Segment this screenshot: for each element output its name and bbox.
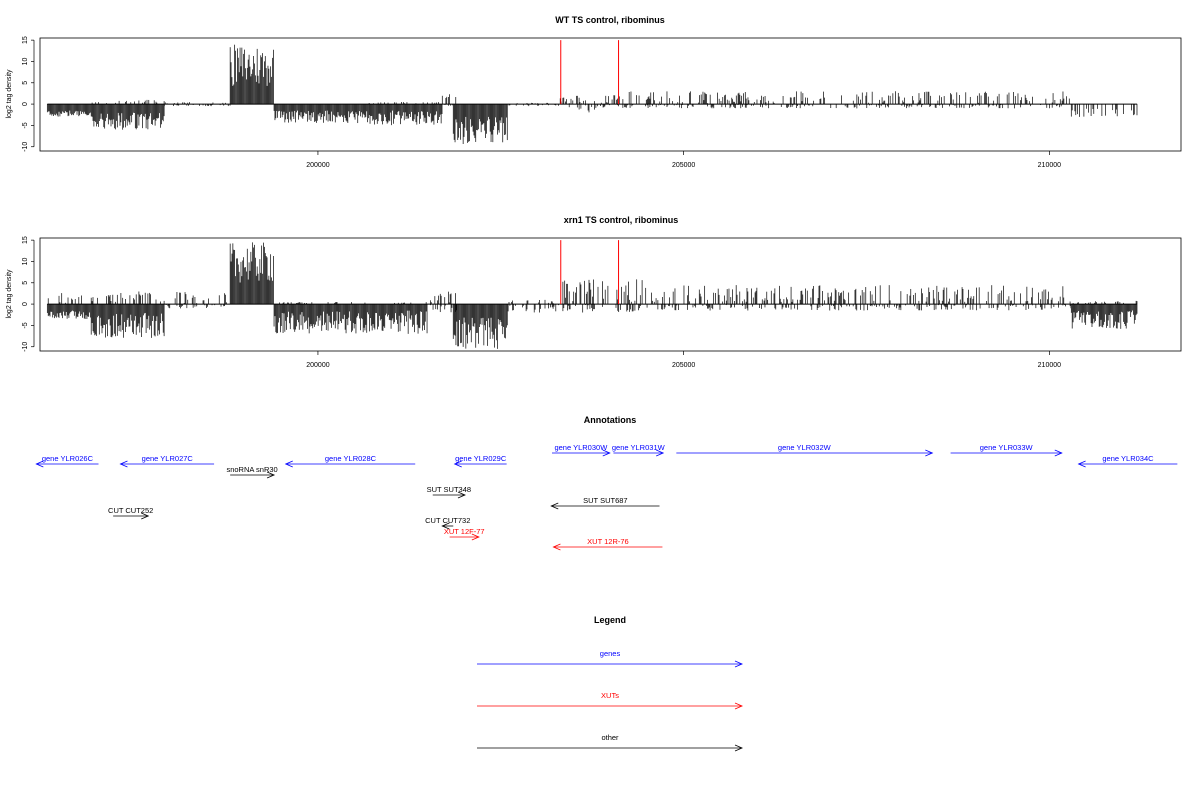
annotation-feature: gene YLR031W	[612, 443, 666, 457]
y-tick-label: 5	[22, 81, 29, 85]
feature-arrow-arrowhead	[552, 543, 561, 551]
annotation-feature: SUT SUT687	[550, 496, 660, 510]
annotation-feature: gene YLR030W	[551, 443, 611, 457]
feature-arrow-arrowhead	[441, 522, 450, 530]
annotation-feature: gene YLR034C	[1077, 454, 1178, 468]
legend-title: Legend	[594, 615, 626, 625]
wt-track-axes: 15 10 5 0 -5 -10 200000 205000 210000	[22, 36, 1061, 169]
legend-arrow-arrowhead	[734, 660, 744, 668]
xrn1-track-bars	[46, 240, 1138, 349]
annotation-label: CUT CUT732	[425, 516, 470, 525]
xrn1-track-frame	[39, 237, 1182, 352]
y-tick-label: 10	[22, 57, 29, 65]
feature-arrow-arrowhead	[602, 449, 611, 457]
feature-arrow-arrowhead	[266, 471, 276, 479]
annotation-feature: CUT CUT732	[425, 516, 470, 530]
feature-arrow-arrowhead	[119, 460, 128, 468]
annotation-feature: gene YLR029C	[453, 454, 507, 468]
annotation-label: gene YLR034C	[1102, 454, 1154, 463]
wt-track-title: WT TS control, ribominus	[555, 15, 665, 25]
y-tick-label: 15	[22, 236, 29, 244]
y-tick-label: 15	[22, 36, 29, 44]
xrn1-track-axes: 15 10 5 0 -5 -10 200000 205000 210000	[22, 236, 1061, 369]
feature-arrow-arrowhead	[284, 460, 293, 468]
wt-track-bars	[46, 40, 1138, 144]
y-tick-label: -5	[22, 122, 29, 128]
feature-arrow-arrowhead	[1054, 449, 1063, 457]
annotation-feature: CUT CUT252	[108, 506, 153, 520]
legend-panel: Legend genes XUTs other	[477, 615, 744, 752]
feature-arrow-arrowhead	[656, 449, 665, 457]
feature-arrow-arrowhead	[925, 449, 934, 457]
x-tick-label: 205000	[672, 362, 695, 369]
feature-arrow-arrowhead	[1077, 460, 1086, 468]
feature-arrow-arrowhead	[550, 502, 559, 510]
legend-entry: XUTs	[477, 691, 744, 710]
annotation-label: gene YLR033W	[980, 443, 1034, 452]
xrn1-track-panel: xrn1 TS control, ribominus log2 tag dens…	[6, 215, 1182, 369]
annotation-label: SUT SUT687	[583, 496, 627, 505]
annotation-label: snoRNA snR30	[226, 465, 277, 474]
annotation-feature: gene YLR027C	[119, 454, 215, 468]
legend-entry: other	[477, 733, 744, 752]
feature-arrow-arrowhead	[453, 460, 462, 468]
legend-entries: genes XUTs other	[477, 649, 744, 752]
annotation-label: gene YLR026C	[42, 454, 94, 463]
annotation-label: XUT 12R-76	[587, 537, 629, 546]
legend-label: genes	[600, 649, 621, 658]
x-tick-label: 200000	[306, 362, 329, 369]
feature-arrow-arrowhead	[35, 460, 44, 468]
wt-track-panel: WT TS control, ribominus log2 tag densit…	[6, 15, 1182, 169]
legend-arrow-arrowhead	[734, 744, 744, 752]
annotation-features: gene YLR026C gene YLR027C snoRNA snR30 gene…	[35, 443, 1178, 551]
y-tick-label: 10	[22, 257, 29, 265]
annotation-label: CUT CUT252	[108, 506, 153, 515]
annotation-label: gene YLR028C	[325, 454, 377, 463]
wt-track-ylabel: log2 tag density	[6, 69, 13, 119]
x-tick-label: 205000	[672, 162, 695, 169]
annotation-feature: XUT 12R-76	[552, 537, 663, 551]
annotations-panel: Annotations gene YLR026C gene YLR027C snoR…	[35, 415, 1178, 551]
y-tick-label: -10	[22, 342, 29, 352]
annotation-feature: snoRNA snR30	[226, 465, 278, 479]
annotation-label: SUT SUT348	[427, 485, 471, 494]
annotation-feature: SUT SUT348	[427, 485, 471, 499]
y-tick-label: -10	[22, 142, 29, 152]
xrn1-track-ylabel: log2 tag density	[6, 269, 13, 319]
y-tick-label: -5	[22, 322, 29, 328]
y-tick-label: 0	[22, 102, 29, 106]
feature-arrow-arrowhead	[471, 533, 480, 541]
feature-arrow-arrowhead	[141, 512, 150, 520]
annotation-feature: gene YLR033W	[950, 443, 1063, 457]
annotation-label: gene YLR030W	[554, 443, 608, 452]
annotation-label: gene YLR032W	[778, 443, 832, 452]
annotation-label: gene YLR031W	[612, 443, 666, 452]
annotation-feature: XUT 12F-77	[444, 527, 485, 541]
annotation-feature: gene YLR032W	[676, 443, 934, 457]
annotation-label: XUT 12F-77	[444, 527, 485, 536]
annotation-label: gene YLR027C	[142, 454, 194, 463]
annotation-feature: gene YLR026C	[35, 454, 99, 468]
x-tick-label: 210000	[1038, 362, 1061, 369]
xrn1-track-title: xrn1 TS control, ribominus	[564, 215, 679, 225]
x-tick-label: 210000	[1038, 162, 1061, 169]
annotation-label: gene YLR029C	[455, 454, 507, 463]
y-tick-label: 5	[22, 281, 29, 285]
x-tick-label: 200000	[306, 162, 329, 169]
y-tick-label: 0	[22, 302, 29, 306]
wt-track-frame	[39, 37, 1182, 152]
legend-label: XUTs	[601, 691, 619, 700]
feature-arrow-arrowhead	[457, 491, 466, 499]
legend-entry: genes	[477, 649, 744, 668]
annotation-feature: gene YLR028C	[284, 454, 416, 468]
legend-label: other	[601, 733, 619, 742]
legend-arrow-arrowhead	[734, 702, 744, 710]
annotations-title: Annotations	[584, 415, 637, 425]
